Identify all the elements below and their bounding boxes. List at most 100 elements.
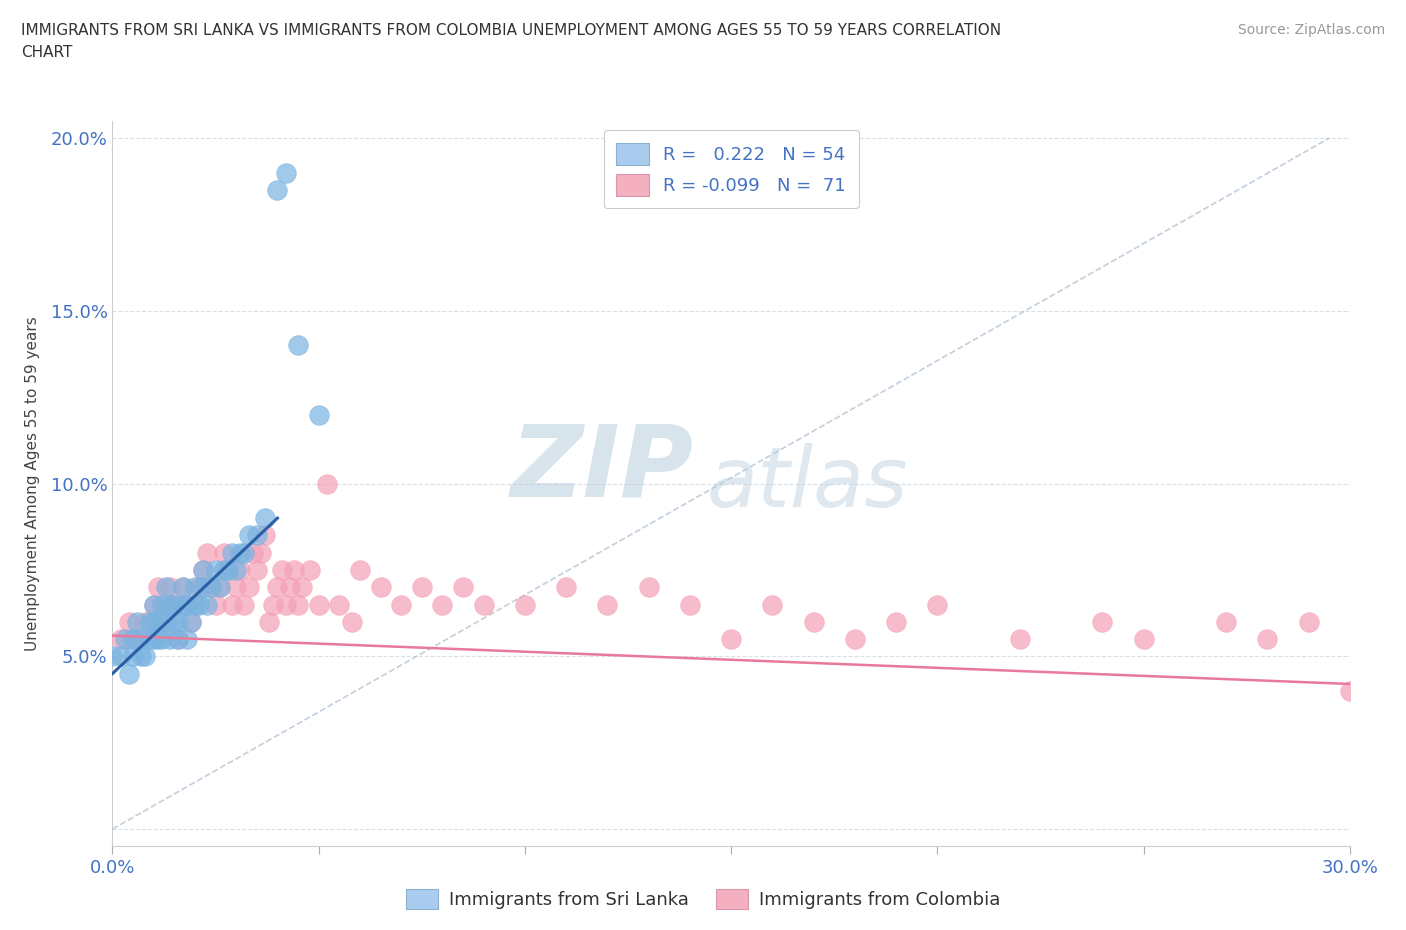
Point [844,631,866,646]
Point [254,511,277,525]
Point [283,563,305,578]
Point [200,579,222,594]
Point [233,545,256,560]
Point [287,338,309,352]
Point [134,649,156,664]
Point [146,631,169,646]
Point [238,579,260,594]
Point [238,528,260,543]
Point [155,597,177,612]
Point [233,597,256,612]
Point [257,615,280,630]
Point [172,597,194,612]
Point [370,579,392,594]
Text: atlas: atlas [706,443,908,525]
Point [217,563,239,578]
Point [163,615,186,630]
Point [266,579,288,594]
Point [204,597,226,612]
Point [131,649,153,664]
Point [142,631,165,646]
Point [229,563,252,578]
Point [188,597,211,612]
Point [150,597,173,612]
Point [274,166,297,180]
Point [1091,615,1114,630]
Point [221,597,243,612]
Point [127,631,149,646]
Point [1132,631,1154,646]
Point [110,649,132,664]
Point [803,615,825,630]
Point [1008,631,1031,646]
Point [274,597,297,612]
Point [150,631,173,646]
Point [176,597,198,612]
Point [195,545,218,560]
Point [167,615,190,630]
Point [217,563,239,578]
Point [193,579,215,594]
Point [555,579,578,594]
Point [127,615,149,630]
Point [122,631,145,646]
Point [884,615,907,630]
Point [193,563,215,578]
Point [316,476,339,491]
Point [163,597,186,612]
Point [200,579,222,594]
Point [131,631,153,646]
Point [1215,615,1237,630]
Y-axis label: Unemployment Among Ages 55 to 59 years: Unemployment Among Ages 55 to 59 years [24,316,39,651]
Point [184,579,207,594]
Point [513,597,536,612]
Point [270,563,292,578]
Point [225,579,247,594]
Point [180,615,202,630]
Point [246,528,269,543]
Point [679,597,702,612]
Point [142,615,165,630]
Point [155,615,177,630]
Point [150,615,173,630]
Point [287,597,309,612]
Point [118,615,141,630]
Point [146,579,169,594]
Point [250,545,273,560]
Point [262,597,284,612]
Point [299,563,322,578]
Point [195,597,218,612]
Point [246,563,269,578]
Point [212,563,235,578]
Point [172,579,194,594]
Text: IMMIGRANTS FROM SRI LANKA VS IMMIGRANTS FROM COLOMBIA UNEMPLOYMENT AMONG AGES 55: IMMIGRANTS FROM SRI LANKA VS IMMIGRANTS … [21,23,1001,60]
Point [411,579,433,594]
Point [204,563,226,578]
Point [172,579,194,594]
Point [159,631,181,646]
Point [328,597,350,612]
Point [155,579,177,594]
Point [242,545,264,560]
Point [637,579,659,594]
Point [167,631,190,646]
Point [208,579,231,594]
Point [720,631,742,646]
Point [1256,631,1278,646]
Point [163,597,186,612]
Point [229,545,252,560]
Text: Source: ZipAtlas.com: Source: ZipAtlas.com [1237,23,1385,37]
Point [167,631,190,646]
Point [432,597,454,612]
Point [118,666,141,681]
Point [146,615,169,630]
Point [596,597,619,612]
Point [184,597,207,612]
Point [134,615,156,630]
Point [349,563,371,578]
Point [225,563,247,578]
Point [138,615,160,630]
Point [1339,684,1361,698]
Text: ZIP: ZIP [510,420,695,518]
Point [291,579,314,594]
